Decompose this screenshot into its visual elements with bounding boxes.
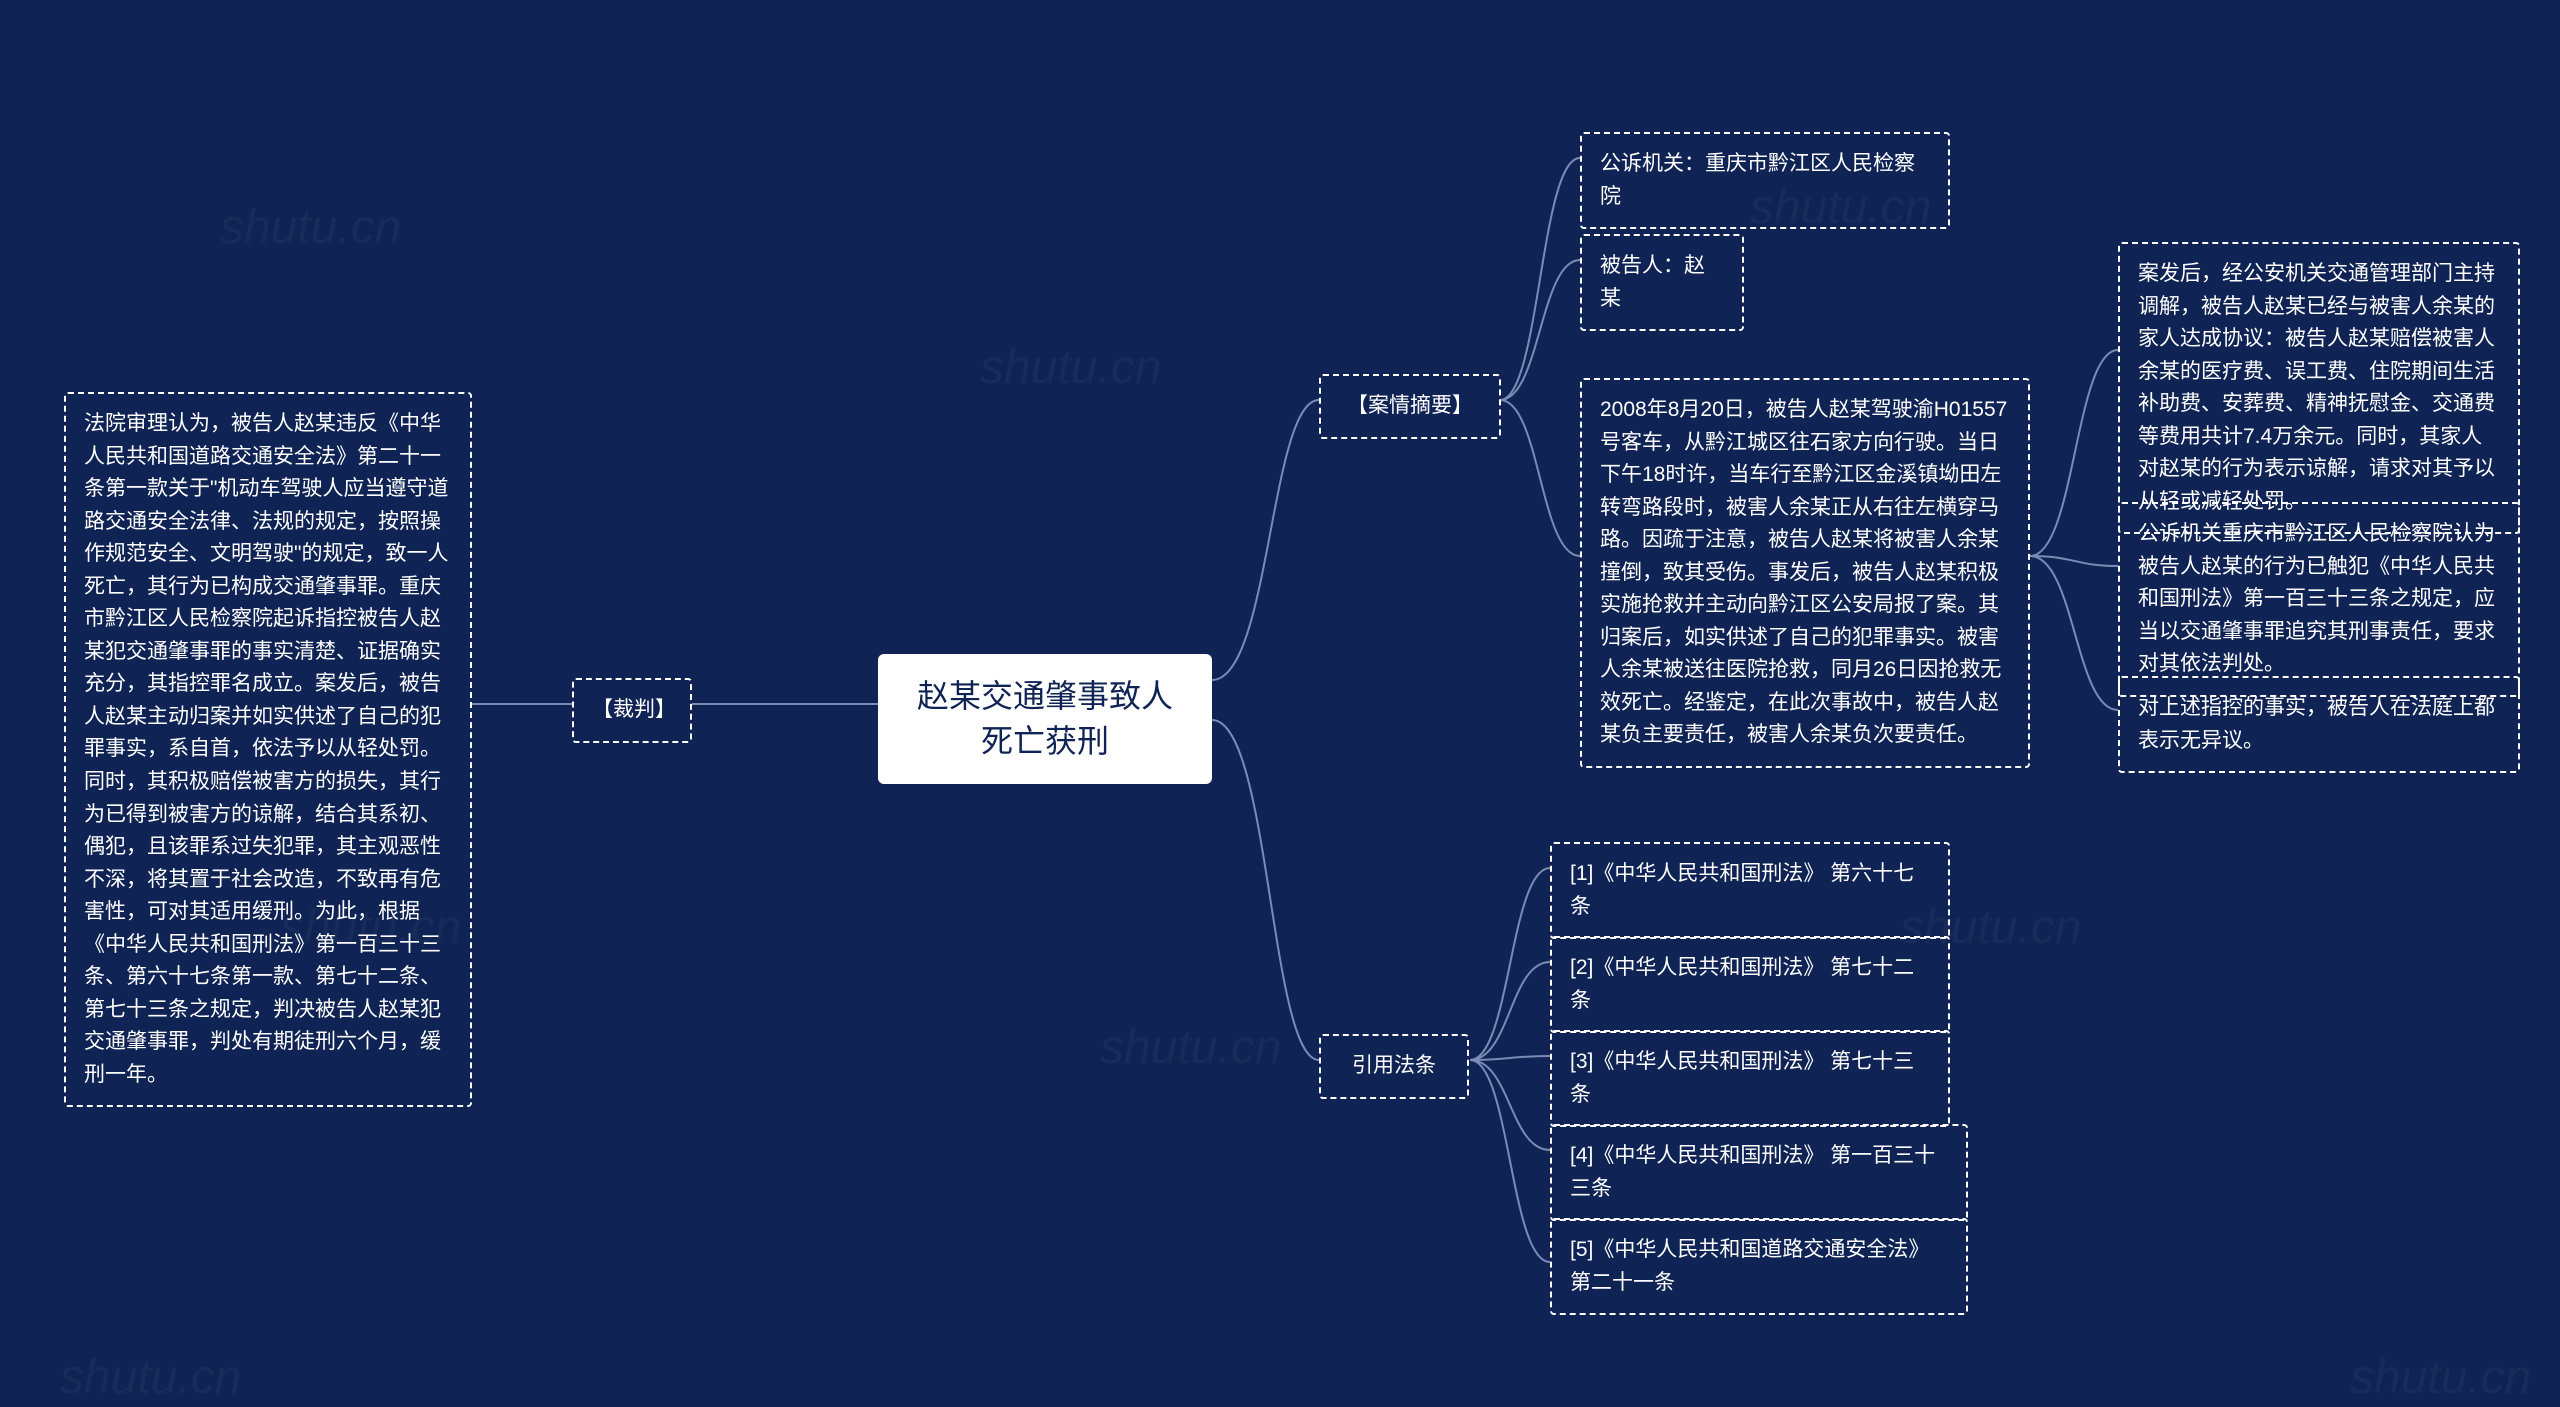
- watermark: shutu.cn: [60, 1350, 241, 1405]
- law-item-5: [5]《中华人民共和国道路交通安全法》 第二十一条: [1550, 1218, 1968, 1315]
- law-item-4: [4]《中华人民共和国刑法》 第一百三十三条: [1550, 1124, 1968, 1221]
- summary-label-node: 【案情摘要】: [1319, 374, 1501, 439]
- watermark: shutu.cn: [1100, 1020, 1281, 1075]
- law-item-2: [2]《中华人民共和国刑法》 第七十二条: [1550, 936, 1950, 1033]
- watermark: shutu.cn: [220, 200, 401, 255]
- watermark: shutu.cn: [980, 340, 1161, 395]
- prosecution-node: 公诉机关：重庆市黔江区人民检察院: [1580, 132, 1950, 229]
- law-item-3: [3]《中华人民共和国刑法》 第七十三条: [1550, 1030, 1950, 1127]
- judgment-text-node: 法院审理认为，被告人赵某违反《中华人民共和国道路交通安全法》第二十一条第一款关于…: [64, 392, 472, 1107]
- facts-sub1-node: 案发后，经公安机关交通管理部门主持调解，被告人赵某已经与被害人余某的家人达成协议…: [2118, 242, 2520, 534]
- defendant-node: 被告人：赵某: [1580, 234, 1744, 331]
- facts-node: 2008年8月20日，被告人赵某驾驶渝H01557号客车，从黔江城区往石家方向行…: [1580, 378, 2030, 768]
- judgment-label-node: 【裁判】: [572, 678, 692, 743]
- root-node: 赵某交通肇事致人死亡获刑: [878, 654, 1212, 784]
- law-item-1: [1]《中华人民共和国刑法》 第六十七条: [1550, 842, 1950, 939]
- laws-label-node: 引用法条: [1319, 1034, 1469, 1099]
- facts-sub2-node: 公诉机关重庆市黔江区人民检察院认为被告人赵某的行为已触犯《中华人民共和国刑法》第…: [2118, 502, 2520, 697]
- facts-sub3-node: 对上述指控的事实，被告人在法庭上都表示无异议。: [2118, 676, 2520, 773]
- watermark: shutu.cn: [2350, 1350, 2531, 1405]
